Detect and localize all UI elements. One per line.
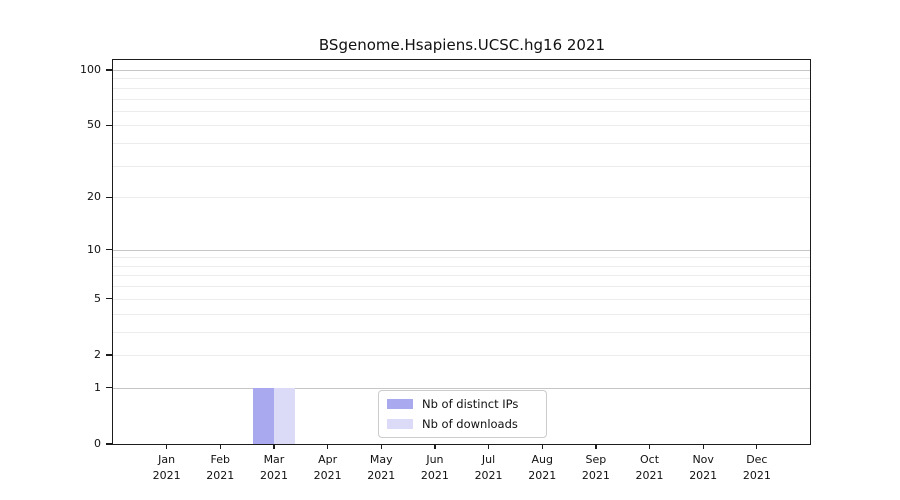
y-tick-mark-20	[106, 196, 112, 198]
y-tick-mark-100	[106, 69, 112, 71]
gridline-minor-60	[113, 110, 811, 112]
x-tick-mark-dec	[756, 444, 758, 449]
legend-label-downloads: Nb of downloads	[422, 417, 518, 431]
y-tick-label-100: 100	[80, 63, 101, 76]
legend-item-distinct-ips: Nb of distinct IPs	[387, 396, 538, 413]
legend-swatch-downloads	[387, 419, 413, 429]
gridline-minor-8	[113, 265, 811, 267]
x-tick-mark-feb	[219, 444, 221, 449]
y-tick-mark-5	[106, 298, 112, 300]
legend: Nb of distinct IPs Nb of downloads	[378, 390, 547, 438]
x-tick-mark-aug	[541, 444, 543, 449]
x-tick-label-jan: Jan 2021	[152, 453, 181, 482]
x-tick-mark-jun	[434, 444, 436, 449]
gridline-minor-5	[113, 298, 811, 300]
gridline-minor-90	[113, 78, 811, 80]
x-tick-mark-may	[380, 444, 382, 449]
y-tick-mark-0	[106, 443, 112, 445]
x-tick-mark-sep	[595, 444, 597, 449]
gridline-minor-50	[113, 125, 811, 127]
bar-nb-of-distinct-ips-mar	[252, 387, 274, 444]
y-tick-label-50: 50	[87, 118, 101, 132]
x-tick-label-apr: Apr 2021	[313, 453, 342, 482]
gridline-major-100	[113, 70, 811, 71]
y-tick-label-2: 2	[94, 347, 101, 361]
gridline-minor-3	[113, 331, 811, 333]
x-tick-label-jul: Jul 2021	[474, 453, 503, 482]
gridline-minor-2	[113, 354, 811, 356]
y-tick-mark-10	[106, 249, 112, 251]
y-tick-label-5: 5	[94, 291, 101, 305]
gridline-minor-20	[113, 197, 811, 199]
y-tick-label-10: 10	[87, 242, 101, 256]
legend-label-distinct-ips: Nb of distinct IPs	[422, 397, 519, 411]
y-tick-label-0: 0	[94, 437, 101, 450]
gridline-minor-4	[113, 313, 811, 315]
x-tick-label-aug: Aug 2021	[528, 453, 557, 482]
x-tick-mark-apr	[326, 444, 329, 449]
plot-area	[111, 58, 811, 445]
y-tick-mark-50	[106, 124, 112, 127]
y-tick-label-20: 20	[87, 190, 101, 204]
x-tick-label-may: May 2021	[367, 453, 396, 482]
y-tick-label-1: 1	[94, 380, 101, 394]
y-tick-mark-1	[106, 387, 112, 389]
x-tick-label-dec: Dec 2021	[742, 453, 771, 482]
gridline-minor-80	[113, 87, 811, 89]
x-tick-mark-jul	[487, 444, 490, 449]
x-tick-mark-nov	[702, 444, 704, 449]
chart-title: BSgenome.Hsapiens.UCSC.hg16 2021	[318, 36, 606, 54]
y-tick-mark-2	[106, 354, 112, 356]
x-tick-label-feb: Feb 2021	[206, 453, 235, 482]
legend-item-downloads: Nb of downloads	[387, 416, 538, 433]
x-tick-label-oct: Oct 2021	[635, 453, 664, 482]
x-tick-label-sep: Sep 2021	[581, 453, 610, 482]
x-tick-label-mar: Mar 2021	[259, 453, 288, 482]
x-tick-mark-jan	[166, 444, 168, 449]
gridline-major-1	[113, 387, 811, 389]
gridline-minor-9	[113, 257, 811, 259]
bar-nb-of-downloads-mar	[273, 387, 295, 444]
gridline-major-10	[113, 249, 811, 251]
x-tick-label-nov: Nov 2021	[689, 453, 718, 482]
gridline-minor-6	[113, 286, 811, 288]
x-tick-mark-oct	[648, 444, 651, 449]
gridline-minor-70	[113, 98, 811, 100]
legend-swatch-distinct-ips	[387, 399, 413, 409]
x-tick-label-jun: Jun 2021	[420, 453, 449, 482]
gridline-minor-30	[113, 165, 811, 167]
gridline-minor-40	[113, 143, 811, 145]
gridline-minor-7	[113, 275, 811, 277]
x-tick-mark-mar	[273, 444, 275, 449]
